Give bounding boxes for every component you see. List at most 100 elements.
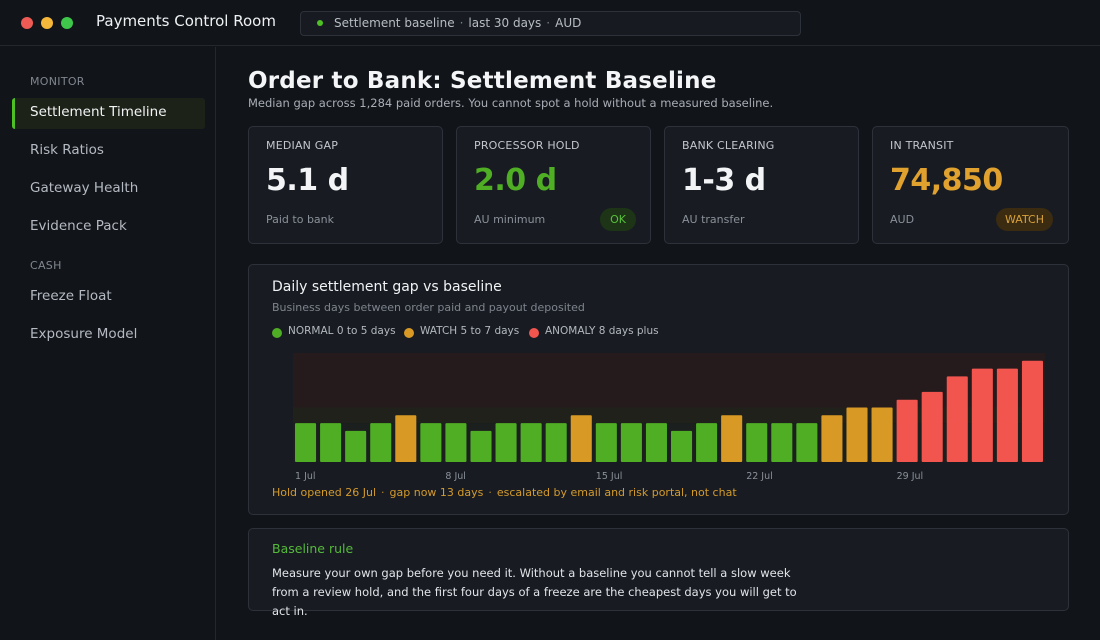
close-window-button[interactable] xyxy=(21,17,33,29)
chart-bar[interactable] xyxy=(395,415,417,462)
normal-band xyxy=(293,423,1045,462)
legend-item-watch: WATCH 5 to 7 days xyxy=(404,325,520,338)
chart-bar[interactable] xyxy=(520,423,542,462)
chart-bar[interactable] xyxy=(946,376,968,462)
title-bar: Payments Control Room Settlement baselin… xyxy=(0,0,1100,46)
chart-subtitle: Business days between order paid and pay… xyxy=(272,301,585,314)
legend-item-anomaly: ANOMALY 8 days plus xyxy=(529,325,659,338)
sidebar-item-settlement-timeline[interactable]: Settlement Timeline xyxy=(12,98,205,129)
kpi-label: PROCESSOR HOLD xyxy=(474,139,580,152)
settlement-gap-chart: 1 Jul 8 Jul 15 Jul 22 Jul 29 Jul xyxy=(293,353,1045,482)
kpi-card-in-transit: IN TRANSIT 74,850 AUD WATCH xyxy=(872,126,1069,244)
chart-bar[interactable] xyxy=(345,430,367,462)
kpi-label: MEDIAN GAP xyxy=(266,139,339,152)
sidebar-section-cash: CASH xyxy=(30,259,62,272)
sidebar-item-freeze-float[interactable]: Freeze Float xyxy=(30,288,112,304)
chart-bar[interactable] xyxy=(620,423,642,462)
kpi-card-bank-clearing: BANK CLEARING 1-3 d AU transfer xyxy=(664,126,859,244)
chart-bar[interactable] xyxy=(445,423,467,462)
status-badge-watch: WATCH xyxy=(996,208,1053,231)
chart-bar[interactable] xyxy=(971,368,993,462)
page-subtitle: Median gap across 1,284 paid orders. You… xyxy=(248,96,774,110)
kpi-card-processor-hold: PROCESSOR HOLD 2.0 d AU minimum OK xyxy=(456,126,651,244)
chart-bar[interactable] xyxy=(370,423,392,462)
legend-dot-icon xyxy=(404,328,414,338)
chart-bar[interactable] xyxy=(671,430,693,462)
chart-bar[interactable] xyxy=(295,423,317,462)
chart-bar[interactable] xyxy=(696,423,718,462)
chart-bar[interactable] xyxy=(921,391,943,462)
chart-bar[interactable] xyxy=(996,368,1018,462)
rule-text: Measure your own gap before you need it.… xyxy=(272,566,797,618)
chart-title: Daily settlement gap vs baseline xyxy=(272,279,502,295)
x-tick-label: 22 Jul xyxy=(746,471,773,482)
chart-bar[interactable] xyxy=(1021,360,1043,462)
legend-dot-icon xyxy=(529,328,539,338)
minimize-window-button[interactable] xyxy=(41,17,53,29)
app-title: Payments Control Room xyxy=(96,12,276,30)
sidebar-item-risk-ratios[interactable]: Risk Ratios xyxy=(30,142,104,158)
maximize-window-button[interactable] xyxy=(61,17,73,29)
chart-bar[interactable] xyxy=(896,399,918,462)
chart-bar[interactable] xyxy=(320,423,342,462)
chart-bar[interactable] xyxy=(746,423,768,462)
page-title: Order to Bank: Settlement Baseline xyxy=(248,68,717,94)
footnote-part: escalated by email and risk portal, not … xyxy=(496,486,737,499)
scope-separator: · xyxy=(459,16,464,30)
chart-bar[interactable] xyxy=(420,423,442,462)
chart-bar[interactable] xyxy=(570,415,592,462)
chart-bar[interactable] xyxy=(645,423,667,462)
kpi-value: 74,850 xyxy=(890,163,1003,198)
kpi-note: Paid to bank xyxy=(266,213,335,226)
chart-footnote: Hold opened 26 Jul · gap now 13 days · escal… xyxy=(272,486,737,499)
kpi-label: BANK CLEARING xyxy=(682,139,775,152)
kpi-value: 5.1 d xyxy=(266,163,349,198)
scope-part: last 30 days xyxy=(468,16,542,30)
chart-bar[interactable] xyxy=(871,407,893,463)
sidebar-section-monitor: MONITOR xyxy=(30,75,85,88)
chart-bar[interactable] xyxy=(495,423,517,462)
chart-bar[interactable] xyxy=(771,423,793,462)
sidebar-item-evidence-pack[interactable]: Evidence Pack xyxy=(30,218,127,234)
sidebar-item-gateway-health[interactable]: Gateway Health xyxy=(30,180,139,196)
status-badge-ok: OK xyxy=(600,208,636,231)
chart-bar[interactable] xyxy=(721,415,743,462)
x-tick-label: 8 Jul xyxy=(445,471,466,482)
status-dot-icon xyxy=(317,20,323,26)
kpi-value: 1-3 d xyxy=(682,163,766,198)
footnote-part: Hold opened 26 Jul xyxy=(272,486,377,499)
scope-part: AUD xyxy=(555,16,582,30)
rule-title: Baseline rule xyxy=(272,541,354,556)
chart-bar[interactable] xyxy=(545,423,567,462)
footnote-separator: · xyxy=(488,486,492,499)
chart-card: 1 Jul 8 Jul 15 Jul 22 Jul 29 Jul Daily settl… xyxy=(248,264,1069,515)
legend-item-normal: NORMAL 0 to 5 days xyxy=(272,325,396,338)
baseline-rule-card: Baseline rule Measure your own gap befor… xyxy=(248,528,1069,618)
legend-label: NORMAL 0 to 5 days xyxy=(288,325,396,337)
kpi-note: AU minimum xyxy=(474,213,546,226)
footnote-separator: · xyxy=(381,486,385,499)
chart-bar[interactable] xyxy=(595,423,617,462)
x-tick-label: 29 Jul xyxy=(897,471,924,482)
chart-bar[interactable] xyxy=(470,430,492,462)
chart-bar[interactable] xyxy=(821,415,843,462)
kpi-value: 2.0 d xyxy=(474,163,557,198)
footnote-part: gap now 13 days xyxy=(389,486,484,499)
anomaly-band xyxy=(293,353,1045,408)
chart-bar[interactable] xyxy=(846,407,868,463)
kpi-note: AUD xyxy=(890,213,915,226)
sidebar-item-exposure-model[interactable]: Exposure Model xyxy=(30,326,138,342)
legend-label: ANOMALY 8 days plus xyxy=(545,325,659,337)
kpi-label: IN TRANSIT xyxy=(890,139,954,152)
scope-part: Settlement baseline xyxy=(334,16,455,30)
kpi-note: AU transfer xyxy=(682,213,745,226)
legend-label: WATCH 5 to 7 days xyxy=(420,325,520,337)
legend-dot-icon xyxy=(272,328,282,338)
scope-filter-pill[interactable]: Settlement baseline · last 30 days · AUD xyxy=(300,11,801,36)
scope-separator: · xyxy=(546,16,551,30)
x-tick-label: 1 Jul xyxy=(295,471,316,482)
chart-bar[interactable] xyxy=(796,423,818,462)
x-tick-label: 15 Jul xyxy=(596,471,623,482)
sidebar: MONITOR Settlement Timeline Risk Ratios … xyxy=(0,47,216,640)
kpi-card-median-gap: MEDIAN GAP 5.1 d Paid to bank xyxy=(248,126,443,244)
